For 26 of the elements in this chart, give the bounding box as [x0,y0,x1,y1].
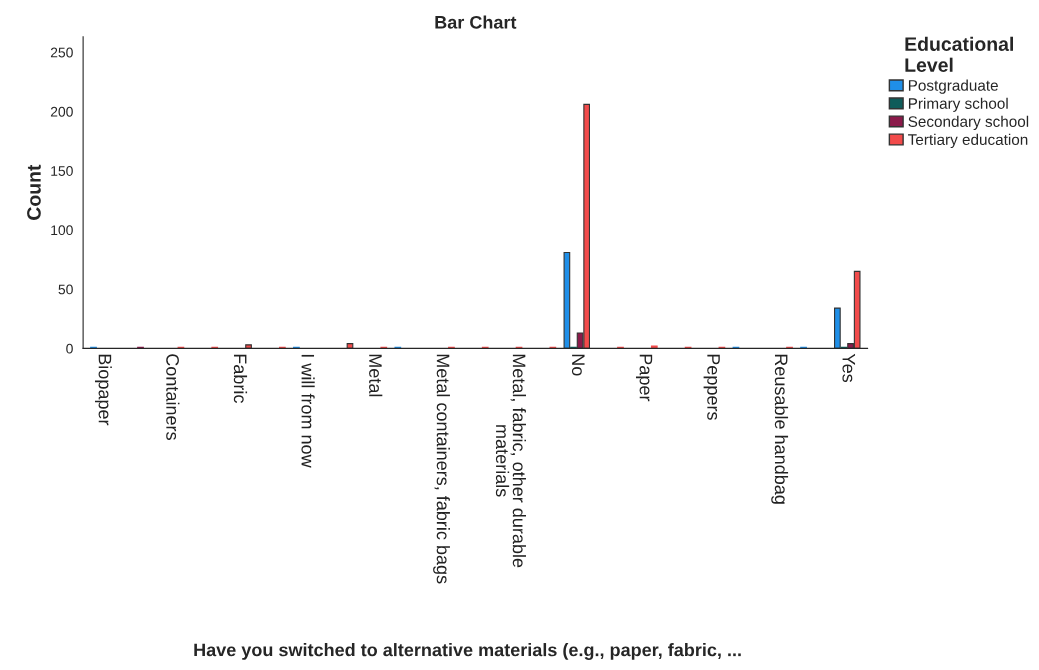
y-tick-label: 100 [51,225,73,236]
x-tick-label: Paper [635,354,653,402]
x-tick-label: Containers [166,354,180,440]
x-axis-title: Have you switched to alternative materials (e.g., paper, fabric, ... [194,643,741,660]
y-axis-title: Count [27,164,41,220]
x-tick-label: Biopaper [94,354,112,426]
legend-label: Tertiary education [908,133,1028,149]
x-tick-label: Metal, fabric, other durable materials [495,354,526,568]
legend-label: Secondary school [908,115,1029,130]
x-tick-label: Peppers [703,354,720,420]
y-tick-label: 50 [58,284,73,295]
y-tick-label: 200 [50,106,73,117]
x-tick-label: No [571,354,585,376]
x-tick-label: Metal containers, fabric bags [433,354,450,584]
x-tick-label: Reusable handbag [771,354,789,504]
y-tick-label: 150 [51,166,73,176]
y-tick-label: 250 [50,47,73,58]
x-tick-label: I will from now [301,354,315,468]
x-tick-label: Metal [369,354,383,397]
legend-label: Primary school [908,97,1008,112]
legend-label: Postgraduate [908,79,998,94]
x-tick-label: Fabric [233,354,248,403]
legend-title: Educational Level [905,36,1013,72]
x-tick-label: Yes [842,353,856,383]
chart-title: Bar Chart [435,15,517,29]
y-tick-label: 0 [66,343,73,354]
